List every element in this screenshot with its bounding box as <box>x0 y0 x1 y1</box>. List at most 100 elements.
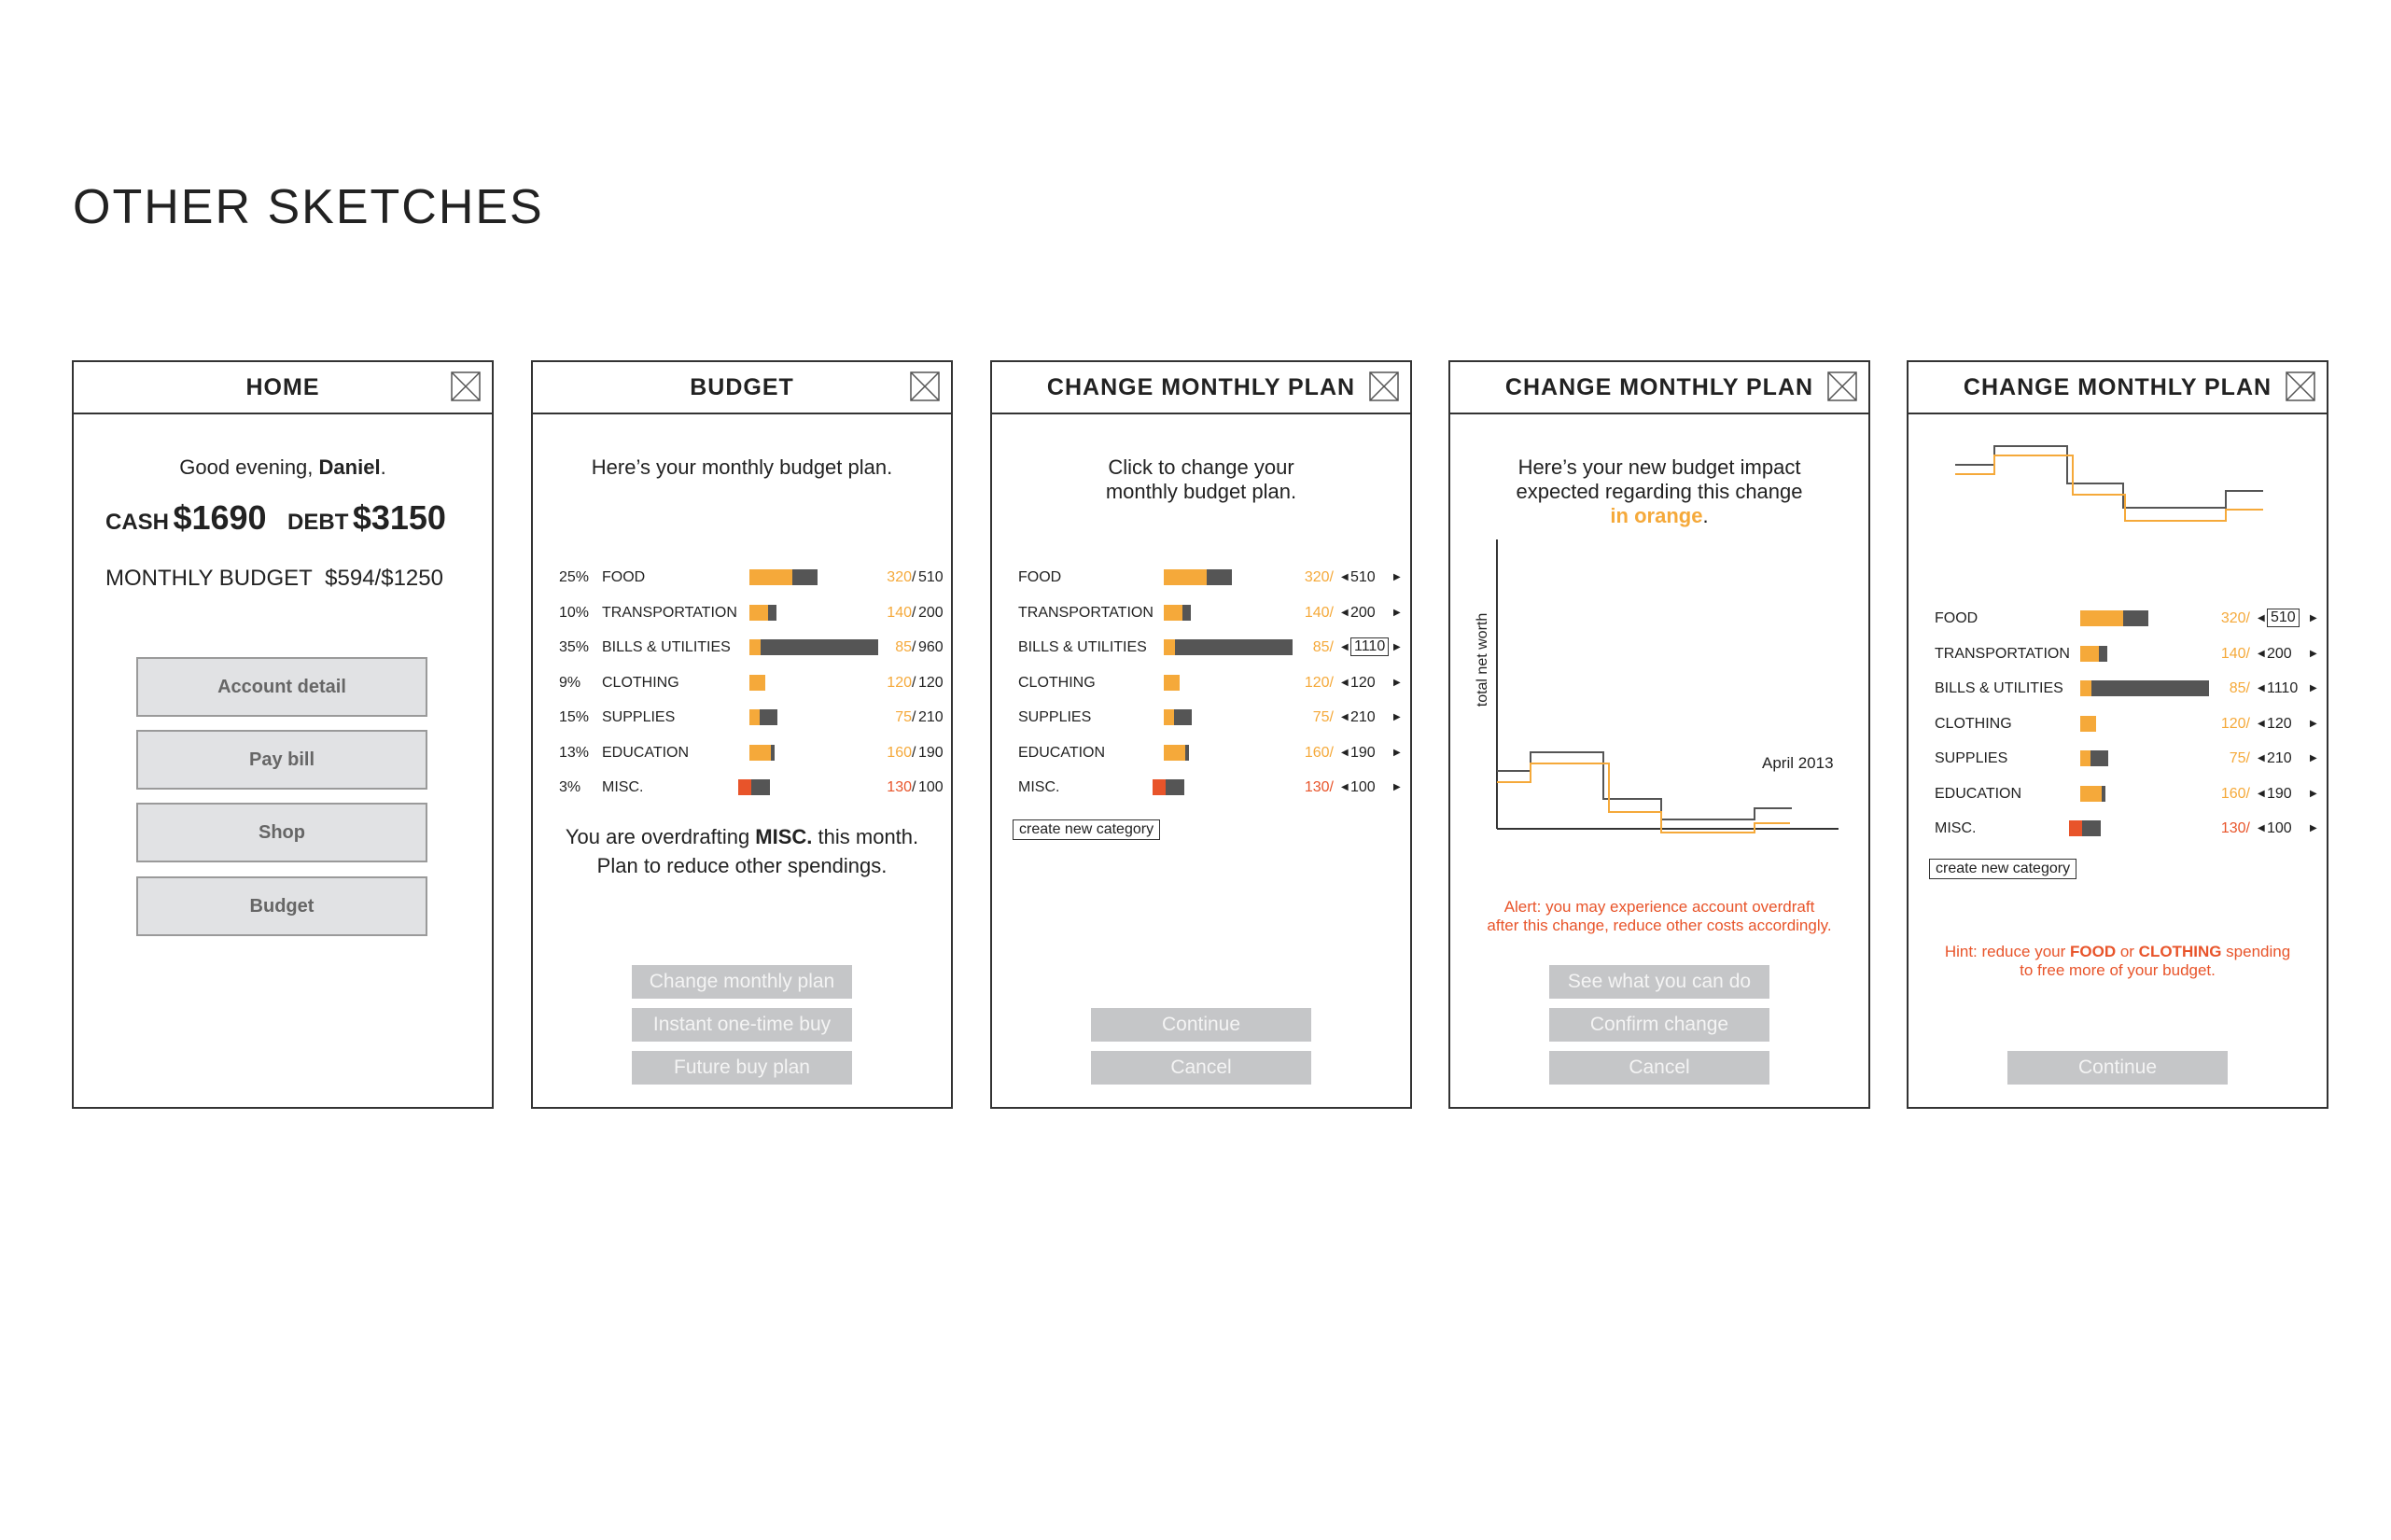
increase-arrow-icon[interactable]: ▶ <box>1393 782 1401 792</box>
mini-net-worth-chart <box>1955 445 2263 522</box>
limit-value[interactable]: 1110 <box>1350 637 1390 656</box>
spent-value: 75/ <box>1312 709 1334 725</box>
increase-arrow-icon[interactable]: ▶ <box>1393 712 1401 722</box>
limit-value[interactable]: 200 <box>1350 604 1376 621</box>
limit-value[interactable]: 120 <box>1350 674 1376 691</box>
close-icon[interactable] <box>1827 371 1857 401</box>
limit-value: 200 <box>918 604 944 621</box>
decrease-arrow-icon[interactable]: ◀ <box>1341 712 1349 722</box>
continue-button[interactable]: Continue <box>2007 1051 2228 1085</box>
spent-value: 160 <box>887 744 912 761</box>
budget-row-label: MISC. <box>602 779 644 795</box>
decrease-arrow-icon[interactable]: ◀ <box>1341 642 1349 652</box>
decrease-arrow-icon[interactable]: ◀ <box>2258 788 2265 799</box>
spent-value: 140 <box>887 604 912 621</box>
alert-line1: Alert: you may experience account overdr… <box>1503 898 1815 916</box>
shop-button[interactable]: Shop <box>136 803 427 862</box>
limit-value[interactable]: 100 <box>2267 820 2292 836</box>
close-icon[interactable] <box>910 371 940 401</box>
confirm-change-button[interactable]: Confirm change <box>1549 1008 1769 1042</box>
account-detail-button[interactable]: Account detail <box>136 657 427 717</box>
editable-row: CLOTHING 120/ ◀ 120 ▶ <box>992 673 1410 693</box>
close-icon[interactable] <box>1369 371 1399 401</box>
spent-bar <box>2080 680 2092 696</box>
close-icon[interactable] <box>451 371 481 401</box>
spent-bar <box>738 779 751 795</box>
change-plan-header: CHANGE MONTHLY PLAN <box>992 362 1410 414</box>
budget-header: BUDGET <box>533 362 951 414</box>
limit-value: 210 <box>918 709 944 725</box>
increase-arrow-icon[interactable]: ▶ <box>1393 642 1401 652</box>
budget-row: 10% TRANSPORTATION 140/200 <box>533 603 951 623</box>
increase-arrow-icon[interactable]: ▶ <box>1393 747 1401 758</box>
decrease-arrow-icon[interactable]: ◀ <box>2258 823 2265 833</box>
cancel-button[interactable]: Cancel <box>1091 1051 1311 1085</box>
decrease-arrow-icon[interactable]: ◀ <box>2258 683 2265 693</box>
spent-bar <box>1164 604 1183 621</box>
budget-button[interactable]: Budget <box>136 876 427 936</box>
limit-value[interactable]: 210 <box>2267 750 2292 766</box>
change-plan-title: CHANGE MONTHLY PLAN <box>1046 374 1356 400</box>
decrease-arrow-icon[interactable]: ◀ <box>1341 607 1349 618</box>
create-new-category-button[interactable]: create new category <box>1013 819 1161 840</box>
increase-arrow-icon[interactable]: ▶ <box>2310 718 2317 729</box>
limit-value: / <box>912 779 916 795</box>
increase-arrow-icon[interactable]: ▶ <box>2310 788 2317 799</box>
instant-one-time-buy-button[interactable]: Instant one-time buy <box>632 1008 852 1042</box>
change-hint-header: CHANGE MONTHLY PLAN <box>1909 362 2327 414</box>
limit-value[interactable]: 190 <box>1350 744 1376 761</box>
limit-value[interactable]: 200 <box>2267 645 2292 662</box>
cancel-button[interactable]: Cancel <box>1549 1051 1769 1085</box>
decrease-arrow-icon[interactable]: ◀ <box>1341 677 1349 688</box>
close-icon[interactable] <box>2286 371 2315 401</box>
increase-arrow-icon[interactable]: ▶ <box>2310 683 2317 693</box>
see-what-you-can-do-button[interactable]: See what you can do <box>1549 965 1769 999</box>
limit-value[interactable]: 100 <box>1350 779 1376 795</box>
limit-value[interactable]: 510 <box>2267 609 2300 627</box>
budget-row: 25% FOOD 320/510 <box>533 567 951 588</box>
increase-arrow-icon[interactable]: ▶ <box>1393 677 1401 688</box>
editable-row: SUPPLIES 75/ ◀ 210 ▶ <box>1909 749 2327 769</box>
increase-arrow-icon[interactable]: ▶ <box>2310 613 2317 623</box>
change-hint-screen: CHANGE MONTHLY PLAN FOOD 320/◀ 510 ▶ TRANSPO… <box>1907 360 2328 1109</box>
budget-row: 15% SUPPLIES 75/210 <box>533 707 951 728</box>
change-monthly-plan-button[interactable]: Change monthly plan <box>632 965 852 999</box>
hint-food: FOOD <box>2070 943 2117 960</box>
hint-text-end: spending <box>2221 943 2291 960</box>
remaining-bar <box>2082 820 2101 836</box>
warning-text-end: this month. <box>812 825 919 848</box>
continue-button[interactable]: Continue <box>1091 1008 1311 1042</box>
create-new-category-button[interactable]: create new category <box>1929 859 2077 879</box>
remaining-bar <box>761 639 878 655</box>
spent-value: 140/ <box>1304 604 1334 621</box>
future-buy-plan-button[interactable]: Future buy plan <box>632 1051 852 1085</box>
limit-value[interactable]: 120 <box>2267 715 2292 732</box>
editable-row: TRANSPORTATION 140/ ◀ 200 ▶ <box>992 603 1410 623</box>
spent-value: 120/ <box>2220 715 2250 732</box>
pay-bill-button[interactable]: Pay bill <box>136 730 427 790</box>
decrease-arrow-icon[interactable]: ◀ <box>2258 718 2265 729</box>
increase-arrow-icon[interactable]: ▶ <box>2310 648 2317 659</box>
limit-value[interactable]: 1110 <box>2267 680 2299 696</box>
change-plan-intro-line2: monthly budget plan. <box>1105 480 1297 503</box>
editable-row-label: SUPPLIES <box>1018 709 1092 725</box>
limit-value[interactable]: 210 <box>1350 709 1376 725</box>
increase-arrow-icon[interactable]: ▶ <box>1393 607 1401 618</box>
decrease-arrow-icon[interactable]: ◀ <box>2258 753 2265 763</box>
increase-arrow-icon[interactable]: ▶ <box>2310 823 2317 833</box>
decrease-arrow-icon[interactable]: ◀ <box>2258 648 2265 659</box>
budget-row-percent: 25% <box>559 569 590 585</box>
projected-net-worth-line <box>1955 455 2263 522</box>
cash-value: $1690 <box>173 498 267 537</box>
budget-row-percent: 3% <box>559 779 581 795</box>
increase-arrow-icon[interactable]: ▶ <box>1393 572 1401 582</box>
limit-value[interactable]: 510 <box>1350 569 1376 585</box>
decrease-arrow-icon[interactable]: ◀ <box>1341 747 1349 758</box>
limit-value[interactable]: 190 <box>2267 785 2292 802</box>
user-name: Daniel <box>318 455 381 479</box>
decrease-arrow-icon[interactable]: ◀ <box>1341 782 1349 792</box>
decrease-arrow-icon[interactable]: ◀ <box>1341 572 1349 582</box>
increase-arrow-icon[interactable]: ▶ <box>2310 753 2317 763</box>
budget-row-label: BILLS & UTILITIES <box>602 639 731 655</box>
decrease-arrow-icon[interactable]: ◀ <box>2258 613 2265 623</box>
